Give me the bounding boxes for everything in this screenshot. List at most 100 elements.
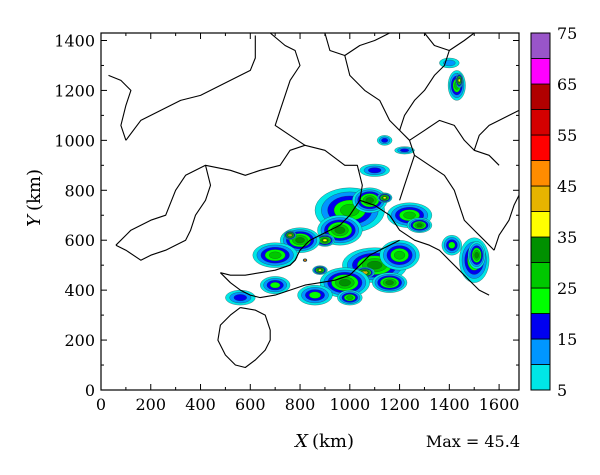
- precip-contour: [366, 260, 383, 270]
- colorbar-swatch: [530, 313, 551, 340]
- precip-cell-21: [225, 289, 256, 306]
- precip-cell-11: [379, 239, 420, 271]
- colorbar-swatch: [530, 83, 551, 110]
- precip-contour: [393, 250, 406, 260]
- precip-cell-22: [259, 276, 291, 295]
- precip-cell-6: [283, 230, 297, 240]
- precip-cell-5: [279, 227, 321, 253]
- precip-cell-20: [394, 146, 415, 155]
- y-axis: 0 200 400 600 800 1000 1200 1400: [54, 31, 519, 400]
- colorbar-tick-label: 25: [557, 279, 577, 298]
- colorbar-swatch: [530, 160, 551, 187]
- precip-contour: [288, 233, 292, 237]
- boundary-line-10: [493, 195, 519, 251]
- colorbar-tick-label: 5: [557, 381, 567, 400]
- colorbar-swatch: [530, 211, 551, 238]
- precip-cell-19: [376, 135, 393, 146]
- x-axis-label-unit: (km): [312, 431, 354, 452]
- precip-contour: [403, 211, 416, 219]
- precip-contour: [381, 137, 389, 143]
- y-tick-label: 200: [64, 331, 95, 350]
- x-axis-label-var: X: [293, 431, 309, 452]
- precip-cell-7: [252, 242, 298, 268]
- precip-cell-10: [319, 267, 370, 298]
- precip-contour: [346, 295, 354, 300]
- precip-contour: [303, 258, 307, 262]
- colorbar-tick-label: 35: [557, 228, 577, 247]
- boundary-line-15: [399, 50, 450, 131]
- x-tick-label: 200: [135, 395, 166, 414]
- boundary-line-7: [409, 119, 500, 166]
- colorbar-tick-label: 45: [557, 177, 577, 196]
- precip-contour: [382, 196, 387, 200]
- precip-cell-1: [352, 187, 388, 213]
- precip-cell-28: [312, 265, 328, 275]
- precip-contour: [318, 268, 322, 272]
- y-tick-label: 800: [64, 181, 95, 200]
- colorbar-tick-label: 55: [557, 126, 577, 145]
- precip-contour: [268, 251, 282, 259]
- precip-cell-26: [359, 163, 390, 177]
- precip-cell-24: [337, 289, 363, 306]
- precip-cell-23: [297, 284, 333, 306]
- boundary-line-0: [115, 144, 363, 246]
- precip-cell-29: [302, 258, 308, 262]
- precip-contour: [448, 241, 456, 249]
- x-axis: 0 200 400 600 800 1000 1200 1400 1600: [96, 33, 520, 414]
- y-axis-label-unit: (km): [24, 169, 45, 211]
- precip-contour: [338, 278, 351, 287]
- precip-cell-2: [376, 192, 393, 204]
- colorbar-swatch: [530, 262, 551, 289]
- precipitation-field: [225, 57, 490, 306]
- boundary-line-2: [108, 74, 132, 141]
- y-tick-label: 0: [85, 381, 95, 400]
- precip-cell-4: [314, 233, 336, 247]
- y-tick-label: 1400: [54, 31, 95, 50]
- x-tick-label: 600: [235, 395, 266, 414]
- boundary-line-11: [220, 199, 361, 276]
- boundary-line-3: [269, 33, 306, 146]
- colorbar-tick-label: 65: [557, 75, 577, 94]
- precip-contour: [400, 148, 410, 153]
- boundary-line-8: [414, 154, 495, 251]
- colorbar: 5 15 25 35 45 55 65 75: [530, 24, 577, 400]
- colorbar-swatch: [530, 109, 551, 136]
- colorbar-swatch: [530, 32, 551, 59]
- y-tick-label: 600: [64, 231, 95, 250]
- colorbar-tick-label: 75: [557, 24, 577, 43]
- precip-contour: [416, 223, 423, 228]
- colorbar-swatch: [530, 236, 551, 263]
- y-axis-label: Y (km): [24, 169, 45, 227]
- boundary-line-16: [473, 109, 519, 151]
- precip-contour: [308, 291, 322, 299]
- precip-cell-25: [371, 272, 408, 293]
- y-tick-label: 400: [64, 281, 95, 300]
- x-tick-label: 1200: [379, 395, 420, 414]
- colorbar-swatch: [530, 58, 551, 85]
- precip-contour: [295, 237, 305, 244]
- y-tick-label: 1000: [54, 131, 95, 150]
- colorbar-tick-label: 15: [557, 330, 577, 349]
- x-tick-label: 1400: [429, 395, 470, 414]
- colorbar-swatch: [530, 364, 551, 391]
- x-tick-label: 1600: [479, 395, 520, 414]
- boundary-line-9: [359, 199, 490, 296]
- boundary-line-12: [115, 165, 212, 261]
- colorbar-swatch: [530, 134, 551, 161]
- precip-contour: [368, 167, 382, 174]
- precip-contour: [334, 226, 346, 234]
- x-tick-label: 800: [285, 395, 316, 414]
- boundary-line-14: [217, 307, 271, 369]
- precip-cell-13: [406, 217, 433, 233]
- colorbar-frame: [530, 32, 551, 391]
- precip-contour: [474, 251, 479, 259]
- y-axis-label-var: Y: [24, 213, 45, 227]
- precip-contour: [385, 280, 394, 286]
- colorbar-swatch: [530, 338, 551, 365]
- precip-contour: [233, 294, 247, 302]
- max-annotation: Max = 45.4: [426, 432, 520, 451]
- precip-contour: [443, 59, 456, 67]
- province-boundaries: [108, 33, 519, 369]
- boundary-line-1: [125, 35, 256, 141]
